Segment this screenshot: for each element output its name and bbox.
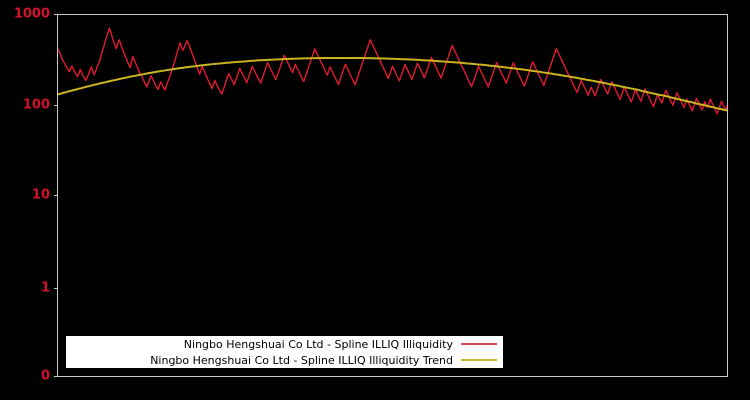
series-line-trend <box>58 56 727 112</box>
trend-line-swatch-icon <box>461 359 497 361</box>
plot-area-frame <box>57 14 728 377</box>
legend-entry-trend: Ningbo Hengshuai Co Ltd - Spline ILLIQ I… <box>66 352 503 368</box>
legend-entry-series: Ningbo Hengshuai Co Ltd - Spline ILLIQ I… <box>66 336 503 352</box>
legend-label-series: Ningbo Hengshuai Co Ltd - Spline ILLIQ I… <box>183 337 453 351</box>
y-axis-ticks <box>54 14 58 377</box>
ytick-label-100: 100 <box>22 97 50 113</box>
series-line-swatch-icon <box>461 343 497 345</box>
ytick-label-1: 1 <box>40 280 50 296</box>
chart-legend: Ningbo Hengshuai Co Ltd - Spline ILLIQ I… <box>66 336 503 368</box>
series-line-illiquidity <box>58 27 727 115</box>
legend-label-trend: Ningbo Hengshuai Co Ltd - Spline ILLIQ I… <box>150 353 453 367</box>
ytick-label-10: 10 <box>31 187 50 203</box>
ytick-label-1000: 1000 <box>13 6 50 22</box>
ytick-label-0: 0 <box>40 368 50 384</box>
